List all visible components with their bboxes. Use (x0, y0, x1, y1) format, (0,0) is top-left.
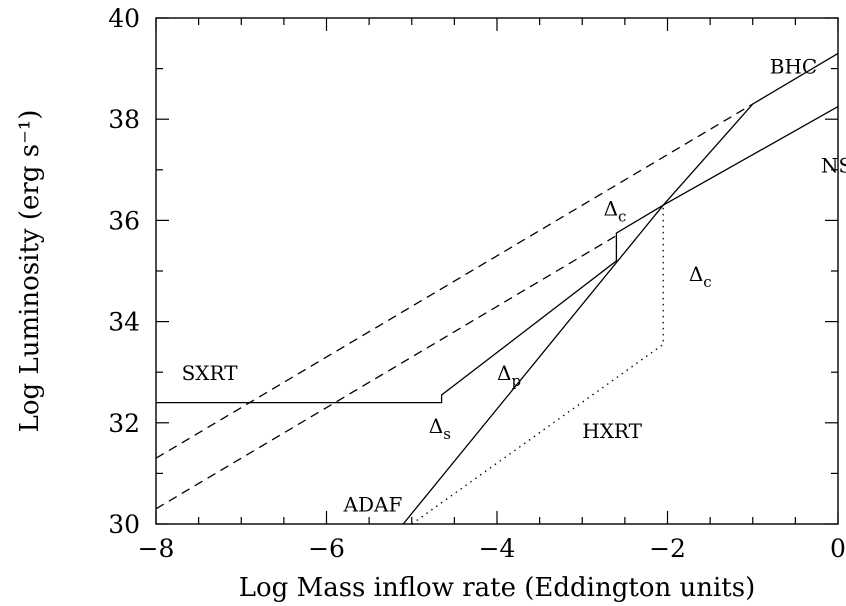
series-line-solid (402, 52, 839, 525)
annotation-label: ADAF (343, 492, 403, 516)
series-line-solid (156, 106, 839, 404)
annotation-subscript: p (511, 372, 521, 390)
axis-ticks (155, 17, 839, 525)
annotation-label: BHC (770, 55, 817, 79)
x-axis-label: Log Mass inflow rate (Eddington units) (239, 573, 755, 603)
y-tick-label: 40 (108, 4, 140, 33)
x-tick-label: −8 (138, 534, 175, 563)
series-line-dotted (411, 205, 664, 525)
annotation-label: Δc (604, 196, 627, 225)
tick-labels: −8 −6 −4 −2 0 30 32 34 36 38 40 (108, 4, 846, 563)
annotation-subscript: c (618, 207, 626, 225)
annotation-label: SXRT (182, 361, 239, 385)
series-line-dashed (155, 232, 621, 510)
y-tick-label: 30 (108, 510, 140, 539)
x-tick-label: −2 (649, 534, 686, 563)
annotations: BHC NS SXRT HXRT ADAF Δc Δc Δp Δs (182, 55, 846, 517)
annotation-label: HXRT (582, 419, 642, 443)
series-lines (155, 52, 839, 525)
y-tick-label: 34 (108, 308, 140, 337)
x-tick-label: 0 (830, 534, 846, 563)
annotation-label: NS (821, 153, 846, 177)
annotation-label: Δp (497, 361, 521, 390)
plot-frame (155, 17, 839, 525)
series-line-dashed (155, 103, 754, 459)
annotation-label: Δs (429, 414, 451, 443)
x-tick-label: −6 (308, 534, 345, 563)
y-tick-label: 36 (108, 206, 140, 235)
annotation-label: Δc (689, 262, 712, 291)
x-tick-label: −4 (479, 534, 516, 563)
y-tick-label: 38 (108, 105, 140, 134)
annotation-subscript: c (703, 273, 711, 291)
annotation-subscript: s (443, 425, 451, 443)
y-axis-label: Log Luminosity (erg s⁻¹) (15, 110, 45, 433)
y-tick-label: 32 (108, 409, 140, 438)
